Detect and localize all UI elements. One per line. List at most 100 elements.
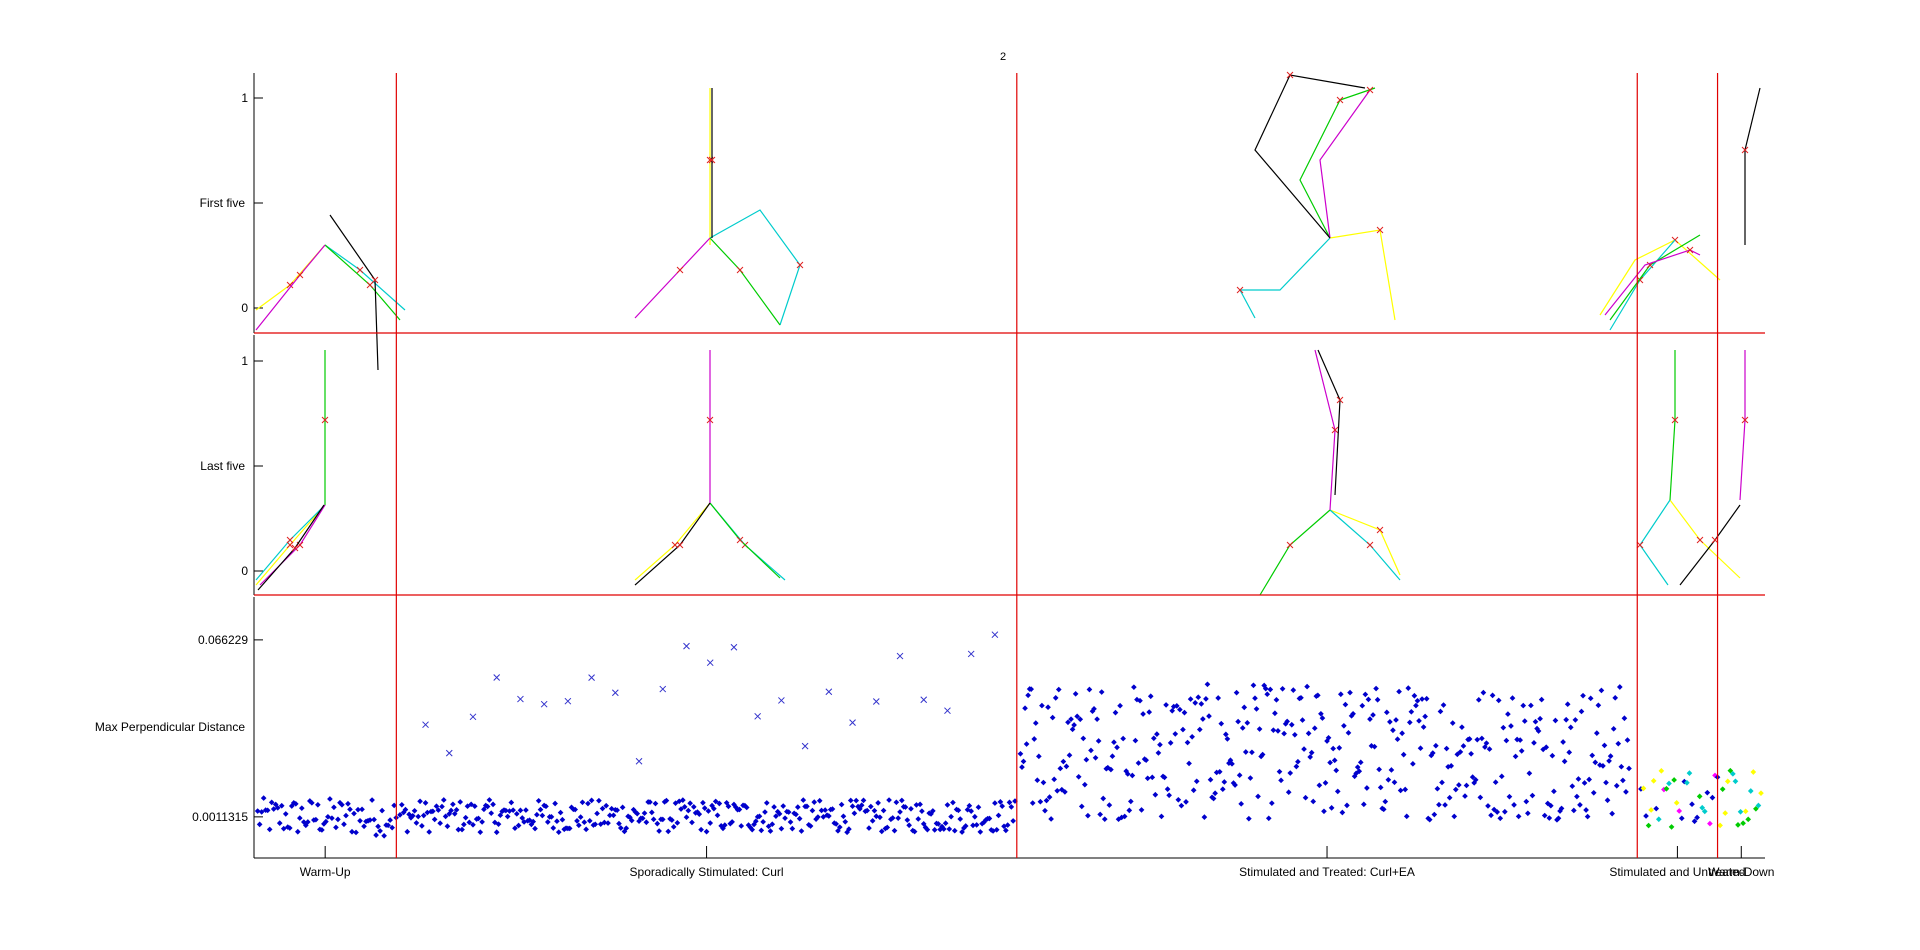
scatter-point-593	[1262, 685, 1269, 692]
scatter-point-805	[1587, 695, 1594, 702]
scatter-point-452	[1046, 794, 1053, 800]
scatter-point-342	[893, 799, 900, 806]
scatter-point-567	[1223, 731, 1229, 738]
scatter-point-868	[1732, 778, 1739, 785]
scatter-point-524	[1157, 741, 1163, 748]
scatter-point-623	[1308, 749, 1315, 756]
scatter-point-608	[1285, 789, 1292, 796]
scatter-point-675	[1388, 767, 1395, 773]
panel-first-five: First five 1 0	[200, 71, 1761, 371]
trace-2-2	[1259, 509, 1331, 596]
scatter-point-803	[1584, 813, 1591, 820]
scatter-point-208	[648, 809, 655, 816]
scatter-point-272	[765, 823, 772, 830]
scatter-point-521	[1152, 791, 1159, 798]
scatter-point-492	[1108, 766, 1114, 773]
scatter-point-340	[889, 815, 896, 821]
scatter-point-2	[258, 809, 265, 815]
scatter-point-60	[375, 823, 381, 830]
scatter-point-826	[1620, 777, 1626, 784]
scatter-point-706	[1436, 801, 1442, 808]
scatter-point-144	[532, 825, 538, 832]
scatter-point-549	[1195, 694, 1202, 701]
scatter-point-537	[1177, 706, 1183, 713]
scatter-point-737	[1483, 740, 1490, 746]
scatter-point-642	[1337, 691, 1344, 698]
scatter-point-248	[721, 822, 728, 828]
scatter-point-684	[1402, 786, 1409, 793]
scatter-point-108	[466, 819, 473, 826]
scatter-point-408	[422, 721, 429, 729]
scatter-point-252	[729, 819, 735, 825]
scatter-point-483	[1094, 716, 1100, 722]
scatter-point-422	[754, 712, 762, 720]
scatter-point-66	[387, 817, 393, 823]
scatter-point-228	[685, 807, 692, 814]
scatter-point-710	[1442, 802, 1448, 808]
traces-first-five	[255, 71, 1761, 371]
scatter-point-436	[1022, 705, 1028, 712]
scatter-point-457	[1054, 787, 1061, 794]
scatter-point-539	[1180, 726, 1186, 733]
trace-0-3	[255, 244, 326, 331]
scatter-point-708	[1439, 779, 1445, 786]
figure-number: 2	[1000, 51, 1006, 63]
scatter-point-690	[1411, 692, 1418, 699]
scatter-point-324	[860, 797, 867, 804]
scatter-point-174	[586, 818, 593, 824]
scatter-point-807	[1590, 789, 1597, 796]
scatter-point-411	[493, 674, 501, 681]
scatter-point-827	[1621, 715, 1628, 722]
scatter-point-296	[809, 807, 816, 814]
scatter-point-548	[1193, 778, 1200, 785]
scatter-point-536	[1175, 796, 1182, 803]
trace-marker-0	[286, 281, 294, 289]
scatter-point-194	[623, 825, 630, 832]
scatter-point-508	[1132, 737, 1139, 744]
scatter-point-798	[1577, 802, 1583, 808]
scatter-point-553	[1201, 814, 1208, 820]
scatter-point-362	[930, 808, 936, 814]
scatter-point-867	[1730, 771, 1736, 777]
scatter-point-610	[1288, 721, 1295, 728]
scatter-point-10	[274, 805, 281, 811]
scatter-point-183	[603, 802, 610, 809]
ylabel-first-five: First five	[200, 196, 246, 210]
trace-3-1	[1639, 499, 1671, 586]
scatter-point-870	[1737, 808, 1744, 815]
phase-label-4: Warm-Down	[1708, 865, 1774, 879]
scatter-point-530	[1166, 792, 1172, 799]
scatter-point-584	[1249, 749, 1255, 756]
scatter-point-668	[1377, 784, 1384, 791]
scatter-point-507	[1131, 684, 1137, 691]
scatter-point-237	[701, 805, 708, 811]
ylabel-max-perpendicular-distance: Max Perpendicular Distance	[95, 720, 245, 734]
scatter-point-630	[1319, 715, 1326, 721]
scatter-point-655	[1357, 759, 1364, 766]
scatter-point-810	[1595, 702, 1602, 709]
scatter-point-450	[1043, 797, 1050, 804]
scatter-point-210	[652, 800, 659, 807]
scatter-point-239	[705, 808, 712, 814]
scatter-point-335	[880, 807, 887, 814]
scatter-point-743	[1492, 779, 1499, 786]
scatter-point-852	[1691, 818, 1698, 825]
scatter-point-353	[913, 802, 920, 808]
scatter-point-728	[1469, 774, 1476, 780]
scatter-point-788	[1561, 758, 1568, 765]
trace-marker-1	[356, 266, 364, 274]
scatter-point-22	[298, 805, 305, 811]
scatter-point-727	[1468, 750, 1474, 757]
scatter-point-555	[1204, 681, 1211, 688]
trace-marker-15	[1696, 536, 1704, 544]
scatter-point-837	[1653, 805, 1660, 812]
trace-marker-9	[708, 156, 716, 164]
scatter-point-301	[818, 807, 825, 814]
scatter-point-871	[1740, 820, 1746, 827]
trace-marker-13	[1366, 86, 1374, 94]
scatter-point-776	[1543, 744, 1550, 751]
scatter-point-356	[919, 808, 925, 815]
scatter-point-583	[1247, 775, 1254, 781]
scatter-point-349	[906, 822, 912, 829]
scatter-point-641	[1336, 745, 1343, 751]
